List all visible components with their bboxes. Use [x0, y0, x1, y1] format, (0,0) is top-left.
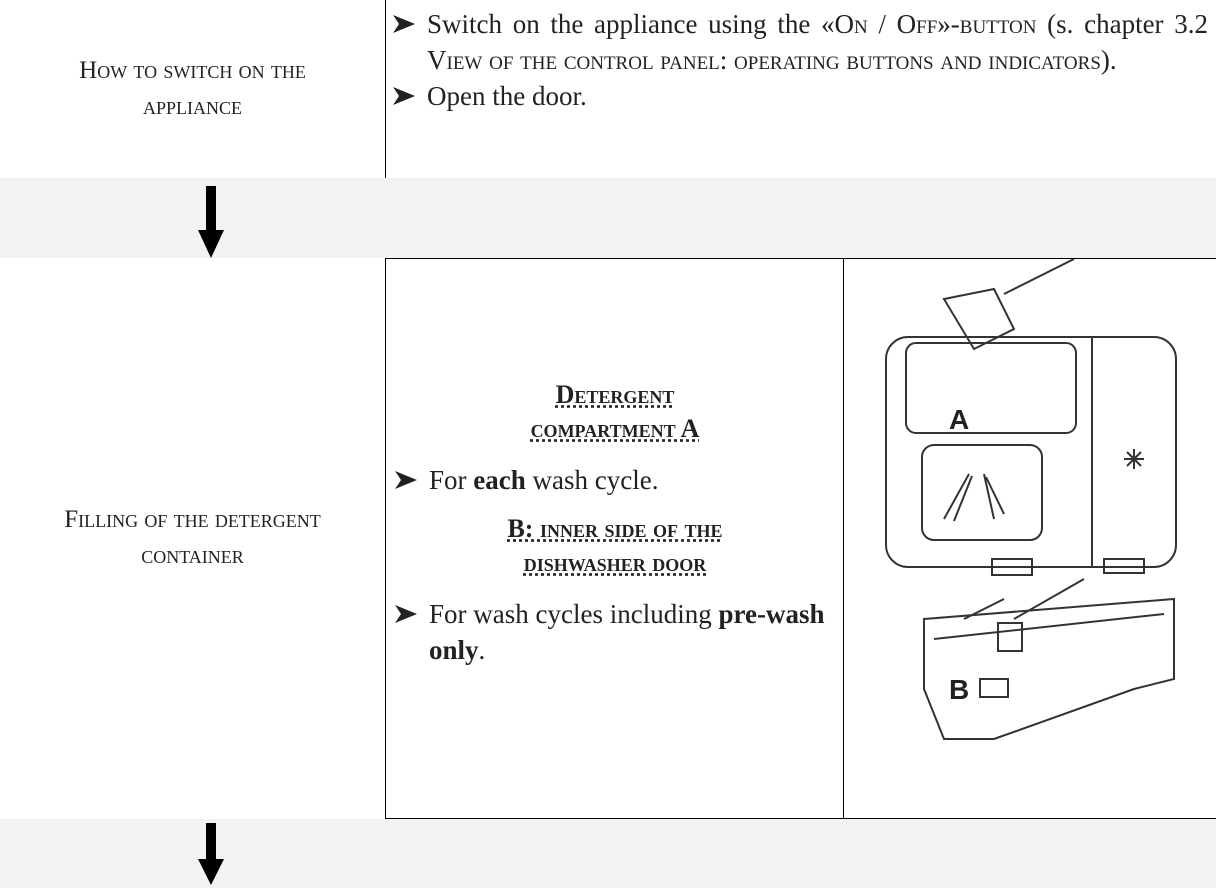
text: wash cycle.	[525, 465, 659, 495]
bullet-text: For wash cycles including pre-wash only.	[429, 596, 835, 668]
bullet-icon	[393, 15, 415, 33]
bullet: For wash cycles including pre-wash only.	[395, 596, 835, 668]
text: «On / Off»-button	[821, 9, 1037, 39]
text: For wash cycles including	[429, 599, 719, 629]
text: Switch on the appliance using the	[427, 9, 822, 39]
text: each	[473, 465, 526, 495]
bullet: For each wash cycle.	[395, 462, 835, 498]
arrow-band	[0, 178, 1216, 258]
image-label: A	[949, 404, 969, 435]
bullet: Open the door.	[393, 78, 1208, 114]
step-label: How to switch on the appliance	[79, 57, 306, 120]
bullet-text: Open the door.	[427, 81, 587, 111]
step-content: Switch on the appliance using the «On / …	[393, 6, 1208, 114]
text: .	[478, 635, 486, 665]
bullet-text: Switch on the appliance using the «On / …	[427, 6, 1208, 78]
arrow-band	[0, 819, 1216, 888]
step-label: Filling of the detergent container	[64, 506, 321, 569]
bullet-icon	[395, 605, 417, 623]
text: For	[429, 465, 474, 495]
divider	[385, 258, 1216, 259]
illustration: A B	[885, 259, 1177, 740]
text: (s. chapter 3.2	[1036, 9, 1208, 39]
down-arrow	[198, 823, 224, 885]
divider	[843, 258, 844, 818]
text: pre-wash only	[429, 599, 825, 665]
down-arrow	[198, 186, 224, 258]
text: View of the control panel: operating but…	[427, 45, 1101, 75]
bullet: Switch on the appliance using the «On / …	[393, 6, 1208, 78]
bullet-icon	[393, 87, 415, 105]
step-content: Detergent compartment A For each wash cy…	[395, 378, 835, 668]
divider	[385, 818, 1216, 819]
heading: B: inner side of the dishwasher door	[507, 514, 723, 577]
image-label: B	[949, 674, 969, 705]
divider	[385, 258, 386, 818]
bullet-icon	[395, 471, 417, 489]
bullet-text: For each wash cycle.	[429, 462, 658, 498]
divider	[385, 0, 386, 178]
text: ).	[1100, 45, 1117, 75]
heading: Detergent compartment A	[530, 380, 700, 443]
